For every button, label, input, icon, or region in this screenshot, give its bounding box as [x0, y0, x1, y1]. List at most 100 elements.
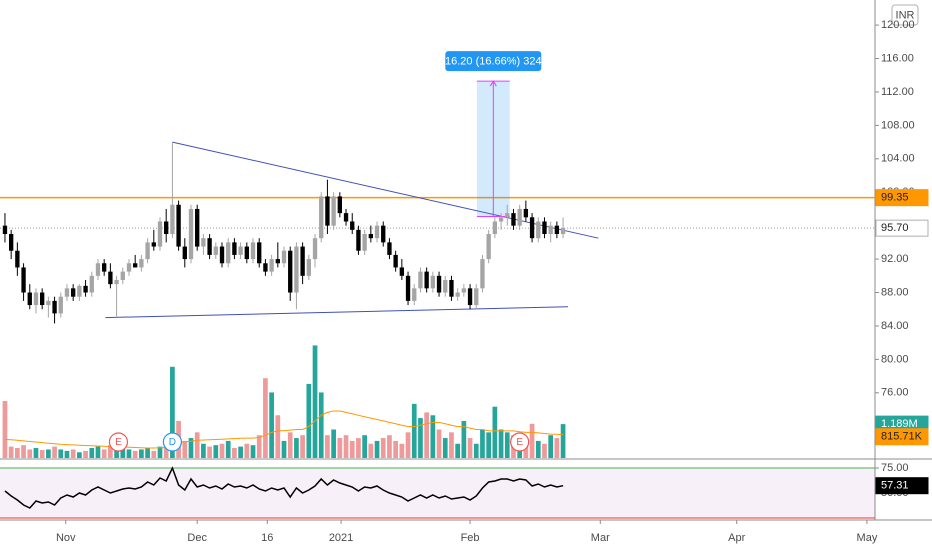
candle-body: [257, 242, 262, 264]
event-marker[interactable]: [162, 432, 182, 452]
candle-body: [188, 208, 194, 260]
event-label: E: [516, 437, 523, 448]
volume-bar: [64, 450, 70, 458]
y-tick-label: 108.00: [881, 119, 915, 131]
candle-body: [207, 238, 212, 255]
candle-body: [511, 213, 516, 226]
event-label: E: [115, 437, 122, 448]
event-marker[interactable]: [108, 432, 129, 452]
candle-body: [474, 288, 479, 306]
volume-ma-last-label: 815.71K: [881, 431, 923, 443]
rsi-line: [4, 466, 564, 509]
volume-bar: [312, 345, 318, 458]
volume-bar: [194, 432, 200, 458]
volume-last-label: 1.189M: [881, 418, 918, 430]
candle-body: [424, 271, 429, 289]
candle-body: [356, 229, 361, 251]
volume-bar: [15, 448, 20, 458]
currency-badge[interactable]: [891, 4, 919, 26]
candle-body: [219, 246, 225, 264]
candle-body: [275, 259, 280, 264]
volume-bar: [89, 448, 95, 458]
volume-bar: [504, 432, 510, 458]
candle-body: [418, 271, 423, 289]
candle-body: [102, 263, 107, 272]
candle-body: [157, 221, 163, 247]
volume-bar: [213, 445, 219, 458]
candle-body: [288, 250, 293, 293]
candle-body: [238, 246, 243, 255]
volume-bar: [201, 443, 206, 458]
candle-body: [114, 279, 119, 285]
candle-body: [269, 259, 274, 272]
candle-body: [213, 246, 218, 255]
candle-body: [71, 288, 76, 297]
volume-bar: [256, 435, 262, 458]
volume-bar: [418, 418, 423, 458]
candle-body: [337, 196, 343, 214]
candle-body: [548, 225, 553, 235]
volume-bar: [480, 429, 485, 458]
volume-bar: [399, 443, 405, 458]
volume-bar: [356, 438, 361, 458]
volume-bar: [349, 440, 355, 458]
candle-body: [39, 292, 45, 306]
volume-ma-line: [4, 410, 564, 449]
volume-bar: [436, 429, 442, 458]
x-tick-label: Nov: [56, 532, 76, 544]
volume-bar: [27, 449, 33, 458]
rsi-tick-label: 75.00: [881, 462, 909, 474]
volume-bar: [108, 445, 113, 458]
volume-bar: [343, 435, 349, 458]
volume-bar: [529, 423, 535, 458]
trendline: [105, 306, 569, 319]
volume-ma-last-label-box: [875, 428, 929, 446]
event-marker[interactable]: [510, 432, 530, 452]
volume-bar: [318, 392, 324, 458]
y-tick-label: 112.00: [881, 86, 914, 98]
y-tick-label: 84.00: [881, 320, 909, 332]
volume-bar: [182, 440, 188, 458]
volume-bar: [219, 443, 225, 458]
volume-bar: [374, 440, 380, 458]
candle-body: [343, 213, 349, 222]
candle-body: [368, 234, 374, 239]
volume-bar: [2, 401, 8, 458]
volume-bar: [430, 415, 436, 458]
candle-body: [560, 228, 566, 235]
candle-body: [412, 288, 417, 301]
volume-bar: [554, 438, 560, 458]
candle-body: [170, 204, 175, 235]
volume-bar: [424, 412, 430, 458]
candle-body: [374, 225, 380, 239]
volume-bar: [170, 366, 175, 458]
y-tick-label: 116.00: [881, 52, 914, 64]
volume-bar: [52, 446, 57, 458]
y-tick-label: 80.00: [881, 353, 909, 365]
volume-bar: [70, 449, 76, 458]
candle-body: [517, 208, 522, 226]
candle-body: [529, 217, 535, 239]
volume-bar: [132, 450, 138, 458]
price-line-label-box: [875, 219, 929, 237]
candle-body: [294, 246, 299, 293]
volume-bar: [163, 443, 169, 458]
candle-body: [319, 196, 324, 239]
candle-body: [15, 250, 20, 268]
volume-bar: [232, 448, 237, 458]
trendline: [172, 141, 599, 239]
volume-bar: [238, 446, 243, 458]
rsi-last-label: 57.31: [881, 480, 909, 492]
volume-bar: [548, 435, 554, 458]
candle-body: [151, 242, 156, 247]
x-tick-label: Mar: [591, 532, 610, 544]
candle-body: [226, 242, 231, 264]
volume-bar: [83, 450, 88, 458]
candle-body: [405, 275, 411, 301]
x-tick-label: Dec: [187, 532, 207, 544]
volume-bar: [461, 420, 467, 458]
volume-bar: [331, 429, 336, 458]
volume-bar: [535, 440, 541, 458]
